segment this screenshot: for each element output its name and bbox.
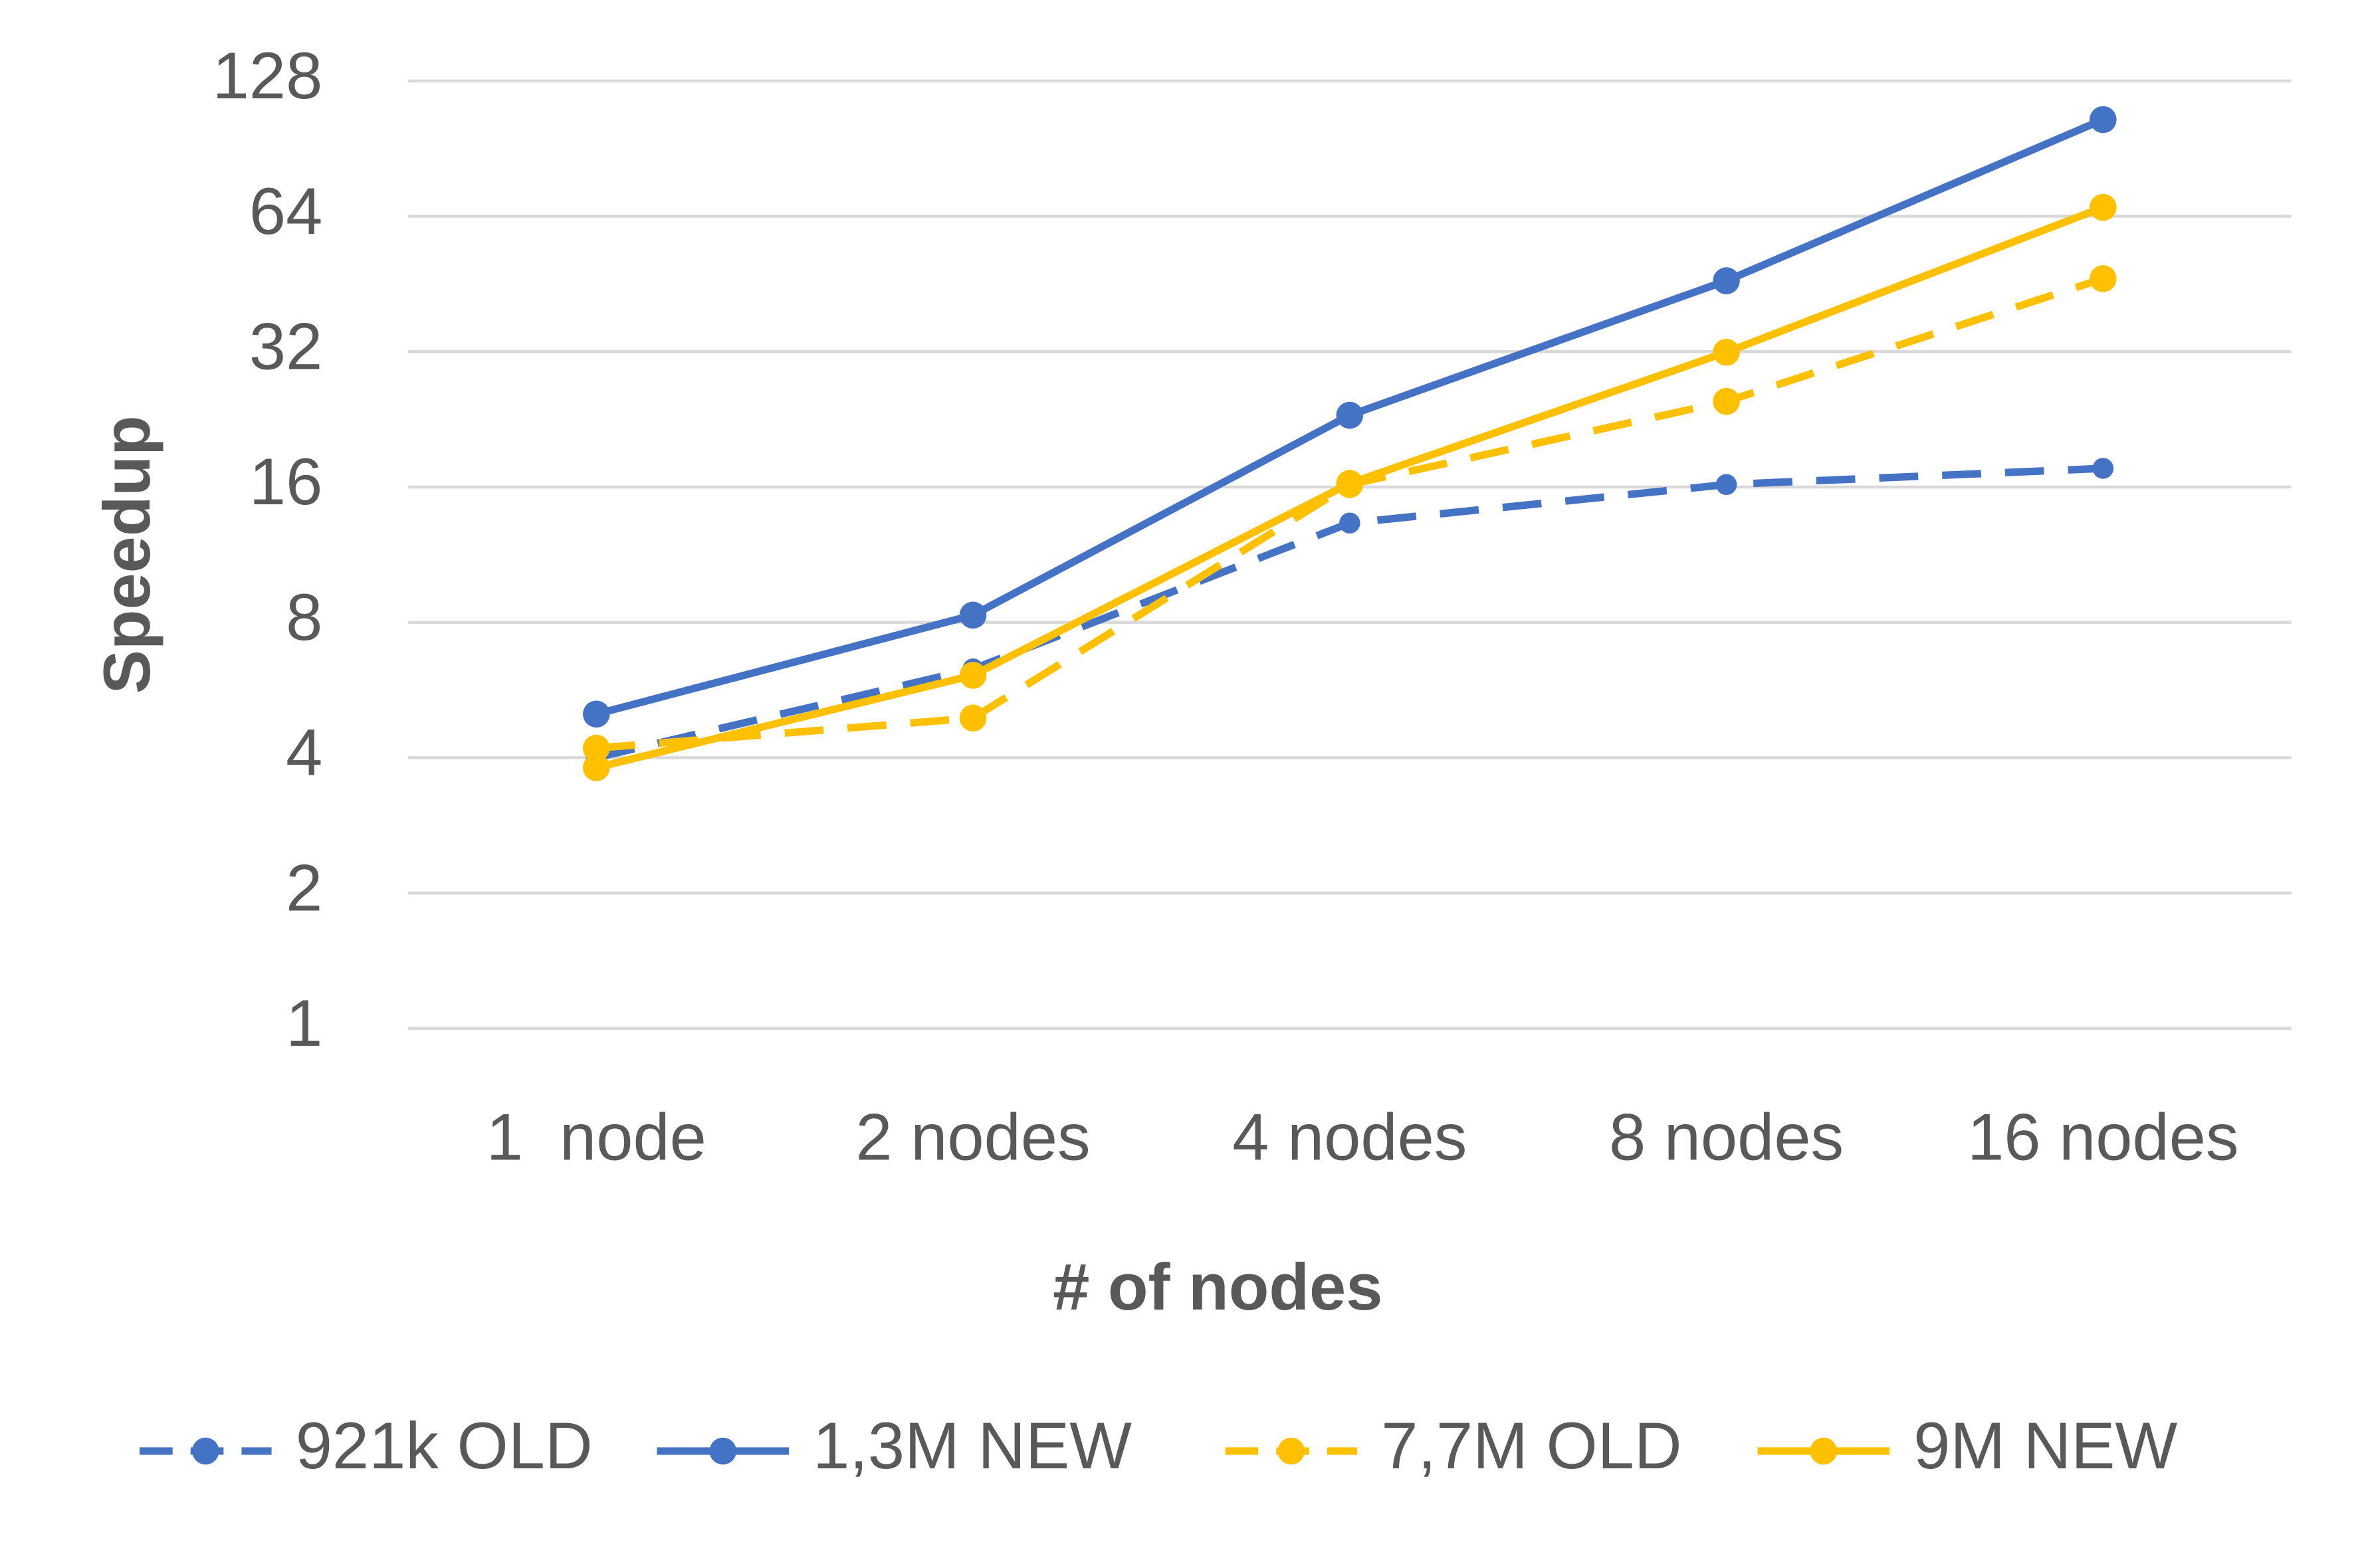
legend-label: 9M NEW bbox=[1913, 1409, 2177, 1483]
point bbox=[1715, 474, 1737, 496]
point bbox=[582, 700, 610, 728]
series bbox=[582, 193, 2117, 781]
x-axis-title: # of nodes bbox=[1053, 1250, 1382, 1324]
point bbox=[959, 704, 987, 732]
point bbox=[1713, 387, 1740, 415]
x-tick-label: 1 node bbox=[486, 1100, 706, 1174]
x-tick-label: 8 nodes bbox=[1609, 1100, 1844, 1174]
y-tick-label: 8 bbox=[286, 581, 322, 654]
y-tick-label: 32 bbox=[249, 310, 322, 383]
y-tick-label: 1 bbox=[286, 987, 322, 1060]
legend-label: 921k OLD bbox=[296, 1409, 593, 1483]
series bbox=[586, 458, 2114, 769]
legend-marker bbox=[192, 1437, 219, 1465]
legend-label: 7,7M OLD bbox=[1381, 1409, 1681, 1483]
x-tick-label: 2 nodes bbox=[855, 1100, 1090, 1174]
x-tick-label: 4 nodes bbox=[1232, 1100, 1467, 1174]
point bbox=[2090, 106, 2117, 134]
y-tick-label: 64 bbox=[249, 175, 322, 248]
point bbox=[582, 754, 610, 781]
point bbox=[1336, 401, 1364, 429]
point bbox=[2090, 265, 2117, 292]
legend-marker bbox=[1810, 1437, 1838, 1465]
point bbox=[582, 734, 610, 762]
legend-label: 1,3M NEW bbox=[813, 1409, 1132, 1483]
legend-marker bbox=[709, 1437, 737, 1465]
point bbox=[1713, 267, 1740, 294]
series bbox=[582, 106, 2117, 728]
x-tick-label: 16 nodes bbox=[1967, 1100, 2238, 1174]
y-tick-label: 4 bbox=[286, 716, 322, 790]
point bbox=[959, 601, 987, 629]
point bbox=[2090, 193, 2117, 221]
y-tick-label: 2 bbox=[286, 851, 322, 925]
y-tick-label: 128 bbox=[213, 39, 323, 113]
point bbox=[1336, 470, 1364, 497]
point bbox=[1713, 338, 1740, 366]
y-tick-label: 16 bbox=[249, 445, 322, 519]
point bbox=[959, 662, 987, 689]
point bbox=[1339, 512, 1360, 534]
legend-marker bbox=[1277, 1437, 1305, 1465]
y-axis-title: Speedup bbox=[90, 415, 164, 694]
point bbox=[2092, 458, 2114, 479]
